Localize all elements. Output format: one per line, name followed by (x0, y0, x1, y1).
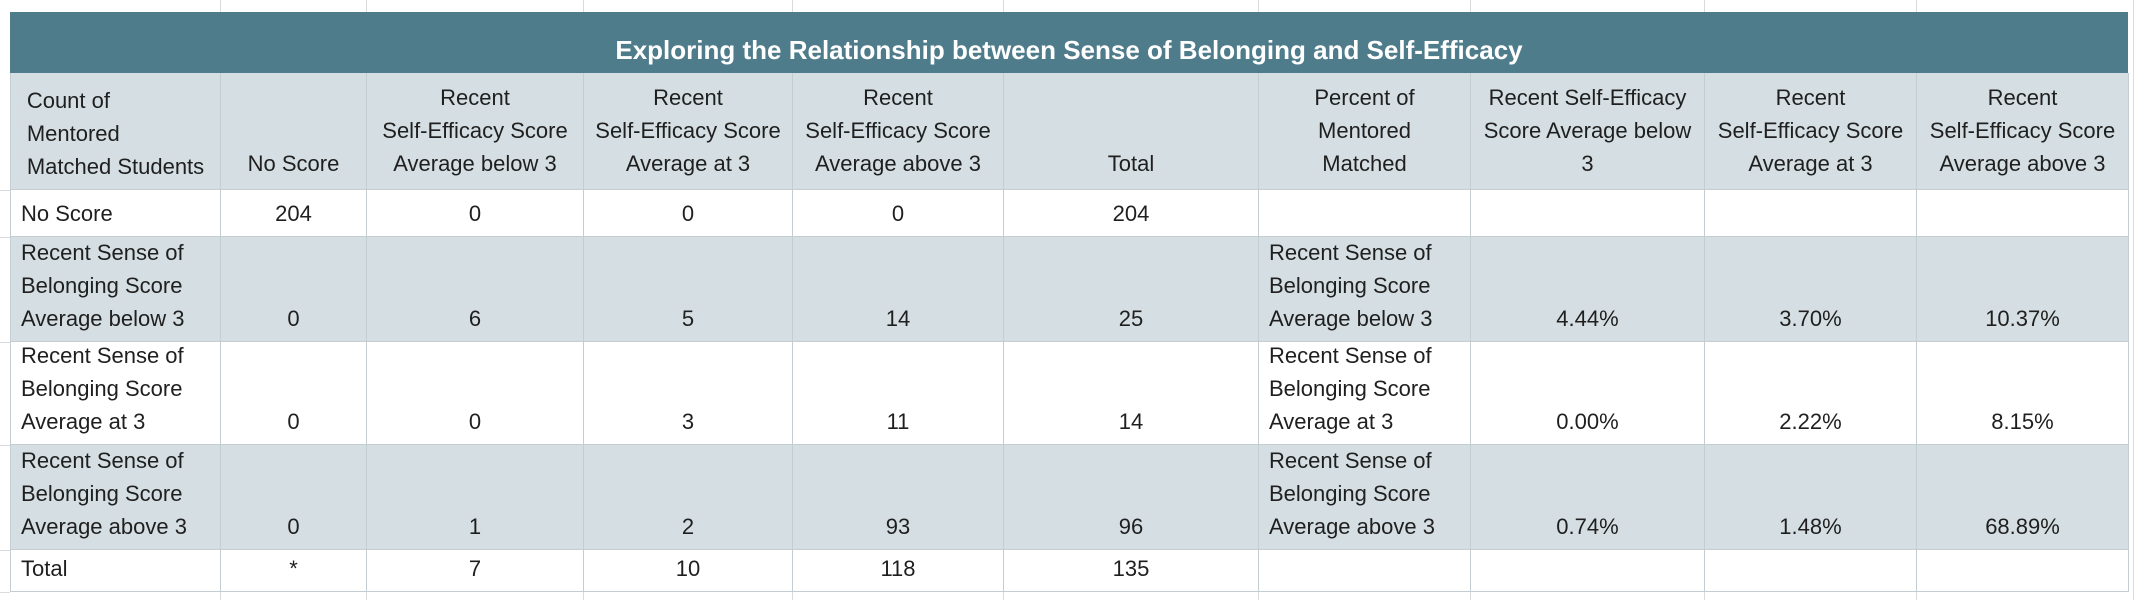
row-label-total[interactable]: Total (11, 550, 221, 592)
table-cell[interactable]: 3 (584, 342, 793, 445)
table-cell[interactable] (1259, 550, 1471, 592)
sheet-gridline (792, 0, 793, 12)
sheet-gridline (1916, 592, 1917, 600)
header-no-score[interactable]: No Score (221, 73, 367, 190)
sheet-gridline (0, 237, 10, 238)
table-cell[interactable]: 1.48% (1705, 445, 1917, 550)
table-cell[interactable]: 1 (367, 445, 584, 550)
sheet-gridline (792, 592, 793, 600)
sheet-gridline (583, 0, 584, 12)
sheet-gridline (1258, 0, 1259, 12)
header-pct-self-efficacy-above-3[interactable]: Recent Self-Efficacy Score Average above… (1917, 73, 2129, 190)
row-label-belonging-above-3[interactable]: Recent Sense of Belonging Score Average … (11, 445, 221, 550)
table-cell[interactable]: 2.22% (1705, 342, 1917, 445)
table-cell[interactable] (1917, 190, 2129, 237)
table-cell[interactable]: * (221, 550, 367, 592)
sheet-gridline (366, 0, 367, 12)
table-cell[interactable]: 0 (221, 445, 367, 550)
pct-row-label-belonging-above-3[interactable]: Recent Sense of Belonging Score Average … (1259, 445, 1471, 550)
table-cell[interactable]: 5 (584, 237, 793, 342)
sheet-gridline (0, 445, 10, 446)
header-count-of-mentored[interactable]: Count of Mentored Matched Students (11, 73, 221, 190)
table-cell[interactable]: 3.70% (1705, 237, 1917, 342)
table-cell[interactable] (1705, 190, 1917, 237)
row-label-belonging-at-3[interactable]: Recent Sense of Belonging Score Average … (11, 342, 221, 445)
pct-row-label-belonging-below-3[interactable]: Recent Sense of Belonging Score Average … (1259, 237, 1471, 342)
table-cell[interactable] (1917, 550, 2129, 592)
sheet-gridline (1470, 0, 1471, 12)
sheet-gridline (1704, 0, 1705, 12)
header-total[interactable]: Total (1004, 73, 1259, 190)
sheet-gridline (0, 190, 10, 191)
row-label-no-score[interactable]: No Score (11, 190, 221, 237)
table-cell[interactable]: 0 (367, 190, 584, 237)
table-cell[interactable] (1471, 190, 1705, 237)
table-cell[interactable]: 11 (793, 342, 1004, 445)
table-cell[interactable]: 2 (584, 445, 793, 550)
header-pct-self-efficacy-at-3[interactable]: Recent Self-Efficacy Score Average at 3 (1705, 73, 1917, 190)
sheet-gridline (1916, 0, 1917, 12)
table-title-band[interactable]: Exploring the Relationship between Sense… (10, 12, 2128, 73)
table-cell[interactable] (1705, 550, 1917, 592)
header-pct-self-efficacy-below-3[interactable]: Recent Self-Efficacy Score Average below… (1471, 73, 1705, 190)
table-cell[interactable]: 0 (367, 342, 584, 445)
sheet-gridline (1003, 0, 1004, 12)
header-self-efficacy-at-3[interactable]: Recent Self-Efficacy Score Average at 3 (584, 73, 793, 190)
pivot-table: Count of Mentored Matched Students No Sc… (10, 73, 2129, 592)
sheet-gridline (583, 592, 584, 600)
sheet-gridline (1704, 592, 1705, 600)
table-cell[interactable]: 7 (367, 550, 584, 592)
sheet-gridline (220, 592, 221, 600)
table-cell[interactable]: 10 (584, 550, 793, 592)
header-self-efficacy-below-3[interactable]: Recent Self-Efficacy Score Average below… (367, 73, 584, 190)
table-cell[interactable]: 93 (793, 445, 1004, 550)
table-cell[interactable]: 118 (793, 550, 1004, 592)
table-title: Exploring the Relationship between Sense… (615, 35, 1523, 65)
table-cell[interactable]: 204 (221, 190, 367, 237)
sheet-gridline (366, 592, 367, 600)
table-cell[interactable]: 135 (1004, 550, 1259, 592)
row-label-belonging-below-3[interactable]: Recent Sense of Belonging Score Average … (11, 237, 221, 342)
table-cell[interactable]: 0 (793, 190, 1004, 237)
table-cell[interactable]: 0.00% (1471, 342, 1705, 445)
table-cell[interactable]: 4.44% (1471, 237, 1705, 342)
table-cell[interactable]: 68.89% (1917, 445, 2129, 550)
table-cell[interactable]: 0 (584, 190, 793, 237)
table-cell[interactable]: 6 (367, 237, 584, 342)
table-cell[interactable]: 0.74% (1471, 445, 1705, 550)
table-cell[interactable] (1471, 550, 1705, 592)
sheet-gridline (2133, 0, 2134, 600)
sheet-gridline (1470, 592, 1471, 600)
table-cell[interactable]: 0 (221, 342, 367, 445)
table-cell[interactable]: 25 (1004, 237, 1259, 342)
sheet-gridline (0, 550, 10, 551)
sheet-gridline (0, 342, 10, 343)
sheet-gridline (220, 0, 221, 12)
table-cell[interactable]: 10.37% (1917, 237, 2129, 342)
table-cell[interactable]: 0 (221, 237, 367, 342)
sheet-gridline (1003, 592, 1004, 600)
header-percent-of-mentored[interactable]: Percent of Mentored Matched (1259, 73, 1471, 190)
table-cell[interactable]: 14 (793, 237, 1004, 342)
table-cell[interactable]: 14 (1004, 342, 1259, 445)
table-cell[interactable]: 96 (1004, 445, 1259, 550)
table-cell[interactable] (1259, 190, 1471, 237)
pct-row-label-belonging-at-3[interactable]: Recent Sense of Belonging Score Average … (1259, 342, 1471, 445)
sheet-gridline (0, 592, 10, 593)
table-cell[interactable]: 204 (1004, 190, 1259, 237)
table-cell[interactable]: 8.15% (1917, 342, 2129, 445)
header-self-efficacy-above-3[interactable]: Recent Self-Efficacy Score Average above… (793, 73, 1004, 190)
sheet-gridline (1258, 592, 1259, 600)
